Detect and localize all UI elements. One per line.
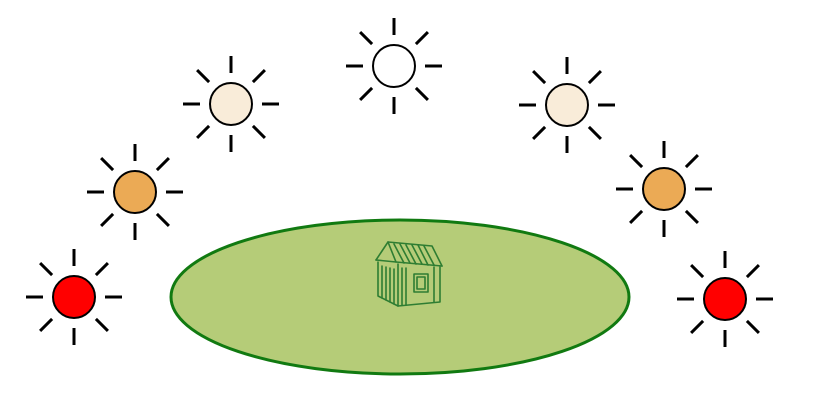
sun-ray [414, 31, 429, 46]
sun-ray [359, 86, 374, 101]
sun-left-1 [26, 249, 122, 345]
sun-icon [52, 275, 96, 319]
sun-left-2 [87, 144, 183, 240]
sun-ray [690, 264, 705, 279]
sun-icon [209, 82, 253, 126]
sun-icon [642, 167, 686, 211]
sun-ray [629, 154, 644, 169]
sun-right-3 [519, 57, 615, 153]
sun-ray [155, 157, 170, 172]
sun-ray [39, 317, 54, 332]
sun-left-3 [183, 56, 279, 152]
sun-ray [587, 70, 602, 85]
sun-ray [196, 69, 211, 84]
sun-icon [113, 170, 157, 214]
sun-ray [100, 212, 115, 227]
sun-top [346, 18, 442, 114]
sun-icon [372, 44, 416, 88]
suns-layer [26, 18, 773, 347]
sun-ray [629, 209, 644, 224]
sun-ray [359, 31, 374, 46]
sun-ray [39, 262, 54, 277]
sun-icon [703, 277, 747, 321]
sun-ray [196, 124, 211, 139]
sun-ray [532, 125, 547, 140]
sun-icon [545, 83, 589, 127]
sun-ray [251, 124, 266, 139]
sun-ray [690, 319, 705, 334]
sun-right-1 [677, 251, 773, 347]
sun-ray [251, 69, 266, 84]
sun-ray [532, 70, 547, 85]
sun-ray [745, 264, 760, 279]
house-icon [375, 241, 443, 307]
ground-ellipse [169, 218, 631, 376]
sun-ray [94, 317, 109, 332]
sun-ray [745, 319, 760, 334]
sun-ray [587, 125, 602, 140]
sun-ray [100, 157, 115, 172]
sun-ray [684, 209, 699, 224]
sun-ray [684, 154, 699, 169]
sun-right-2 [616, 141, 712, 237]
sun-ray [94, 262, 109, 277]
sun-ray [155, 212, 170, 227]
sun-ray [414, 86, 429, 101]
